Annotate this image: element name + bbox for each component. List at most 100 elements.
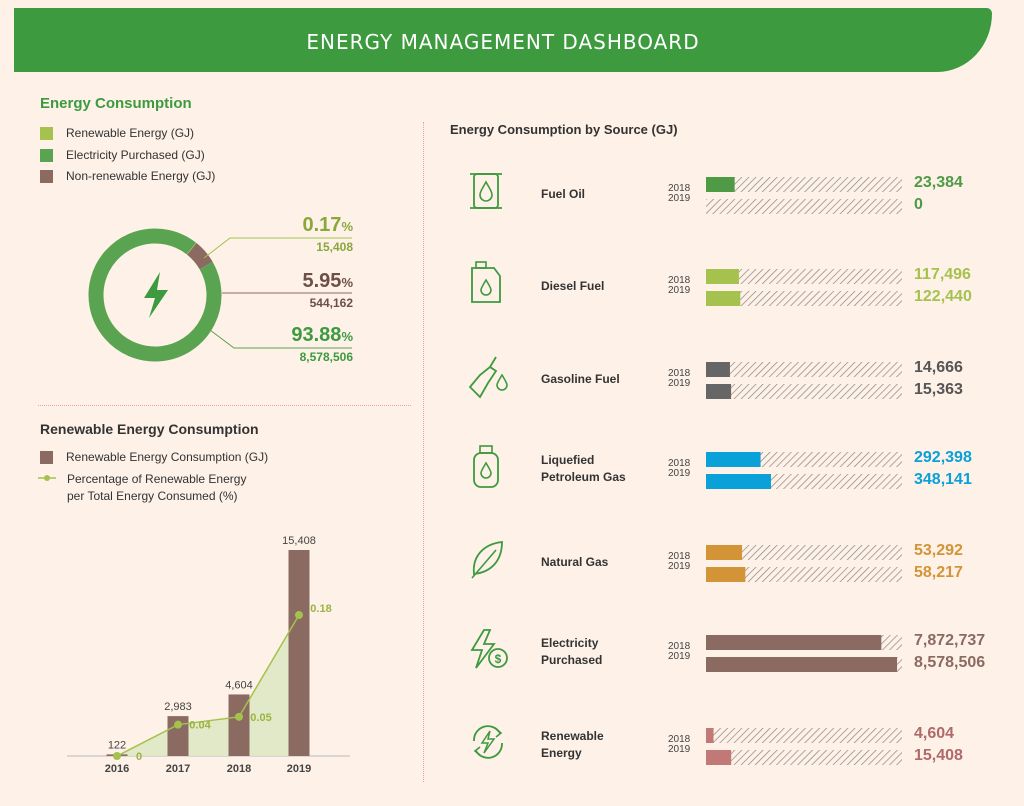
- bar-hatch: [706, 269, 902, 284]
- pct-nonrenewable: 5.95%: [233, 270, 354, 293]
- bar-hatch: [706, 750, 902, 765]
- line-label: 0.05: [250, 712, 271, 724]
- bar-fill: [706, 657, 898, 672]
- bar-hatch: [706, 199, 902, 214]
- bar-track: [706, 635, 902, 650]
- pct-number: 0.17: [302, 214, 342, 236]
- source-name: Diesel Fuel: [541, 278, 604, 295]
- source-name: Fuel Oil: [541, 186, 585, 203]
- fuel-can-icon: [464, 260, 512, 313]
- renewable-bar-line-chart: 122 2016 2,983 2017 4,604 2018 15,408 2019 0 0.04…: [67, 535, 350, 775]
- legend-label: Non-renewable Energy (GJ): [66, 169, 216, 183]
- bar-track: [706, 362, 902, 377]
- value-electricity: 8,578,506: [299, 350, 353, 364]
- source-title: Energy Consumption by Source (GJ): [450, 122, 678, 137]
- svg-text:$: $: [495, 652, 502, 666]
- source-name: Renewable Energy: [541, 728, 604, 762]
- bar-label: 4,604: [225, 679, 253, 691]
- legend-label: Renewable Energy Consumption (GJ): [66, 450, 269, 464]
- header-banner: ENERGY MANAGEMENT DASHBOARD: [14, 8, 992, 72]
- legend-swatch: [40, 169, 53, 183]
- line-label: 0.04: [189, 720, 211, 732]
- year-label: 2018: [668, 275, 691, 286]
- pct-unit: %: [341, 219, 353, 234]
- year-label: 2019: [668, 285, 691, 296]
- bar-value: 23,384: [914, 174, 963, 191]
- x-tick-label: 2017: [166, 763, 190, 775]
- line-point: [174, 720, 182, 729]
- bar-fill: [706, 291, 741, 306]
- bar-fill: [706, 635, 882, 650]
- bar-value: 8,578,506: [914, 654, 986, 671]
- source-name-line1: Diesel Fuel: [541, 279, 605, 293]
- bar-track: [706, 474, 902, 489]
- legend-renewable-line: Percentage of Renewable Energy per Total…: [38, 471, 246, 505]
- bar-hatch: [706, 545, 902, 560]
- bar-label: 15,408: [282, 535, 316, 547]
- value-renewable: 15,408: [316, 240, 353, 254]
- bar-hatch: [706, 362, 902, 377]
- year-label: 2019: [668, 468, 691, 479]
- source-name: Natural Gas: [541, 554, 608, 571]
- bar-value: 292,398: [914, 449, 972, 466]
- bar-fill: [706, 362, 730, 377]
- legend-label: Electricity Purchased (GJ): [66, 148, 205, 162]
- donut-chart: [88, 228, 222, 362]
- leader-renewable: [203, 237, 352, 259]
- bar-track: [706, 452, 902, 467]
- bar-fill: [706, 545, 743, 560]
- bar-value: 0: [914, 196, 923, 213]
- source-name-line1: Gasoline Fuel: [541, 372, 620, 386]
- legend-label-line2: per Total Energy Consumed (%): [67, 489, 238, 503]
- year-label: 2018: [668, 458, 691, 469]
- year-label: 2019: [668, 378, 691, 389]
- bar-track: [706, 177, 902, 192]
- bar-fill: [706, 474, 771, 489]
- gas-cylinder-icon: [464, 443, 512, 496]
- legend-label: Renewable Energy (GJ): [66, 126, 195, 140]
- bar-track: [706, 750, 902, 765]
- lightning-icon: [144, 272, 168, 318]
- source-name-line1: Liquefied: [541, 453, 595, 467]
- bar-track: [706, 384, 902, 399]
- x-tick-label: 2016: [105, 763, 129, 775]
- legend-renewable-bar: Renewable Energy Consumption (GJ): [40, 450, 268, 464]
- electricity-dollar-icon: $: [464, 626, 512, 679]
- pct-electricity: 93.88%: [233, 324, 353, 347]
- renewable-consumption-title: Renewable Energy Consumption: [40, 421, 259, 437]
- bar-value: 14,666: [914, 359, 963, 376]
- percentage-area: [117, 615, 299, 756]
- bar-fill: [706, 728, 714, 743]
- value-nonrenewable: 544,162: [309, 296, 353, 310]
- year-label: 2019: [668, 561, 691, 572]
- bar-fill: [706, 750, 732, 765]
- legend-swatch: [40, 148, 53, 162]
- bar-track: [706, 657, 902, 672]
- pct-renewable: 0.17%: [233, 214, 354, 237]
- pct-unit: %: [341, 275, 353, 290]
- year-label: 2019: [668, 651, 691, 662]
- legend-swatch: [40, 450, 53, 464]
- year-label: 2019: [668, 193, 691, 204]
- bar-value: 117,496: [914, 266, 971, 283]
- bar-value: 122,440: [914, 288, 972, 305]
- bar-hatch: [706, 384, 902, 399]
- legend-nonrenewable: Non-renewable Energy (GJ): [40, 169, 215, 183]
- legend-label-line1: Percentage of Renewable Energy: [67, 472, 247, 486]
- fuel-nozzle-icon: [464, 353, 512, 406]
- bar-track: [706, 199, 902, 214]
- bar-track: [706, 269, 902, 284]
- percentage-line: [116, 614, 300, 757]
- bar-hatch: [706, 728, 902, 743]
- pct-number: 93.88: [291, 324, 342, 346]
- source-name-line2: Purchased: [541, 653, 603, 667]
- donut-slice-electricity: [88, 228, 222, 362]
- year-label: 2018: [668, 368, 691, 379]
- year-label: 2018: [668, 641, 691, 652]
- line-point: [295, 611, 303, 619]
- x-tick-label: 2019: [287, 763, 311, 775]
- page-title: ENERGY MANAGEMENT DASHBOARD: [306, 30, 700, 54]
- source-name-line1: Fuel Oil: [541, 187, 586, 201]
- bar-value: 4,604: [914, 725, 955, 742]
- bar-value: 348,141: [914, 471, 972, 488]
